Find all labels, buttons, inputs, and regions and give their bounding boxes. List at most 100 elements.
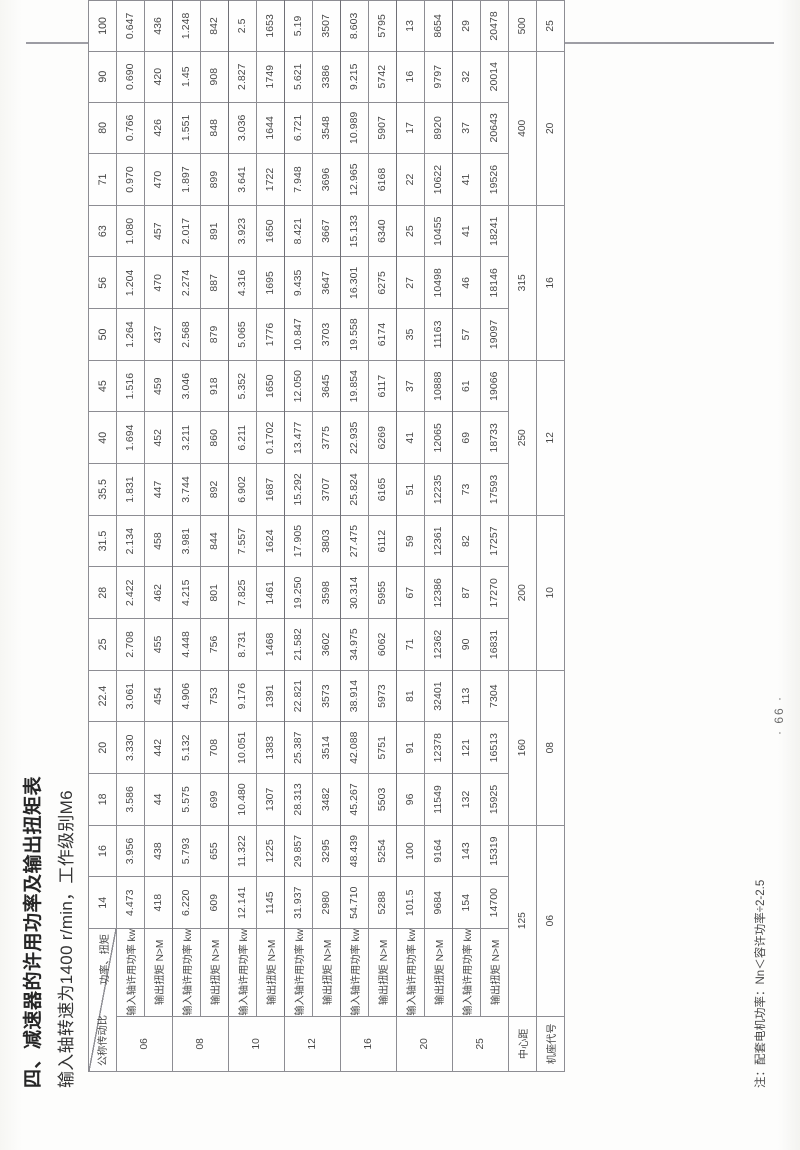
torque-cell: 753: [200, 670, 229, 722]
torque-cell: 5907: [368, 102, 397, 154]
band-label-center-distance: 中心距: [508, 1016, 537, 1072]
power-cell: 4.316: [228, 256, 257, 309]
torque-cell: 20478: [480, 0, 509, 52]
band-label-frame-code: 机座代号: [536, 1016, 565, 1072]
page-title: 四、减速器的许用功率及输出扭矩表: [23, 775, 44, 1088]
torque-cell: 892: [200, 463, 229, 516]
torque-cell: 12361: [424, 515, 453, 567]
torque-cell: 12065: [424, 411, 453, 464]
torque-cell: 8920: [424, 102, 453, 154]
series-label-torque: 输出扭矩 N>M: [368, 928, 397, 1017]
torque-cell: 5254: [368, 825, 397, 877]
power-cell: 10.989: [340, 102, 369, 154]
power-cell: 1.204: [116, 256, 145, 309]
power-cell: 2.5: [228, 0, 257, 52]
power-cell: 38.914: [340, 670, 369, 722]
table-footnote: 注：配套电机功率：Nn＜容许功率÷2-2.5: [755, 879, 767, 1088]
torque-cell: 452: [144, 411, 173, 464]
power-cell: 0.766: [116, 102, 145, 154]
power-cell: 1.897: [172, 153, 201, 206]
power-cell: 154: [452, 876, 481, 929]
torque-cell: 10498: [424, 256, 453, 309]
torque-cell: 1653: [256, 0, 285, 52]
torque-cell: 844: [200, 515, 229, 567]
frame-code-cell: 10: [536, 515, 565, 671]
power-cell: 21.582: [284, 618, 313, 671]
frame-code-cell: 10: [228, 1016, 285, 1072]
table-row: 25 输入轴许用功率 kw 154 143 132 121 113 90 87 82 73 69 61 5…: [452, 0, 509, 1072]
torque-cell: 3507: [312, 0, 341, 52]
ratio-header-50: 50: [88, 308, 117, 361]
frame-code-cell: 06: [116, 1016, 173, 1072]
power-cell: 6.902: [228, 463, 257, 516]
table-row: 输出扭矩 N>M 2980 3295 3482 3514 3573 3602 3598 3803…: [312, 0, 341, 1072]
power-cell: 3.641: [228, 153, 257, 206]
torque-cell: 5751: [368, 721, 397, 774]
torque-cell: 6275: [368, 256, 397, 309]
series-label-torque: 输出扭矩 N>M: [480, 928, 509, 1017]
torque-cell: 655: [200, 825, 229, 877]
torque-cell: 17257: [480, 515, 509, 567]
power-cell: 9.215: [340, 51, 369, 103]
power-cell: 61: [452, 360, 481, 412]
power-cell: 5.621: [284, 51, 313, 103]
power-cell: 3.744: [172, 463, 201, 516]
power-cell: 8.731: [228, 618, 257, 671]
power-cell: 41: [396, 411, 425, 464]
frame-code-cell: 16: [536, 205, 565, 361]
torque-cell: 418: [144, 876, 173, 929]
power-cell: 41: [452, 153, 481, 206]
power-cell: 0.970: [116, 153, 145, 206]
power-cell: 2.017: [172, 205, 201, 257]
power-cell: 6.211: [228, 411, 257, 464]
page-subtitle: 输入轴转速为1400 r/min，工作级别M6: [57, 790, 76, 1088]
power-cell: 7.557: [228, 515, 257, 567]
power-cell: 12.050: [284, 360, 313, 412]
torque-cell: 609: [200, 876, 229, 929]
torque-cell: 3696: [312, 153, 341, 206]
power-cell: 27: [396, 256, 425, 309]
torque-cell: 437: [144, 308, 173, 361]
power-cell: 1.080: [116, 205, 145, 257]
center-distance-cell: 160: [508, 670, 537, 826]
series-label-power: 输入轴许用功率 kw: [396, 928, 425, 1017]
power-cell: 3.330: [116, 721, 145, 774]
torque-cell: 3386: [312, 51, 341, 103]
torque-cell: 454: [144, 670, 173, 722]
torque-cell: 18146: [480, 256, 509, 309]
power-cell: 4.448: [172, 618, 201, 671]
table-row: 08 输入轴许用功率 kw 6.220 5.793 5.575 5.132 4.906 4.4…: [172, 0, 229, 1072]
power-cell: 81: [396, 670, 425, 722]
center-distance-cell: 250: [508, 360, 537, 516]
torque-cell: 12235: [424, 463, 453, 516]
power-cell: 45.267: [340, 773, 369, 826]
torque-cell: 6340: [368, 205, 397, 257]
power-cell: 2.568: [172, 308, 201, 361]
power-cell: 5.793: [172, 825, 201, 877]
power-cell: 16.301: [340, 256, 369, 309]
series-label-torque: 输出扭矩 N>M: [424, 928, 453, 1017]
torque-cell: 1145: [256, 876, 285, 929]
torque-cell: 11163: [424, 308, 453, 361]
power-torque-table: 公称传动比 功率、扭矩 14 16 18 20 22.4 25 28 31.5 35.5 40 45 50…: [88, 0, 565, 1072]
torque-cell: 17270: [480, 566, 509, 619]
torque-cell: 457: [144, 205, 173, 257]
ratio-header-35.5: 35.5: [88, 463, 117, 516]
ratio-header-28: 28: [88, 566, 117, 619]
torque-cell: 462: [144, 566, 173, 619]
power-cell: 3.586: [116, 773, 145, 826]
power-cell: 17: [396, 102, 425, 154]
power-cell: 46: [452, 256, 481, 309]
torque-cell: 1695: [256, 256, 285, 309]
torque-cell: 459: [144, 360, 173, 412]
torque-cell: 1225: [256, 825, 285, 877]
torque-cell: 3803: [312, 515, 341, 567]
torque-cell: 20643: [480, 102, 509, 154]
torque-cell: 470: [144, 256, 173, 309]
torque-cell: 16513: [480, 721, 509, 774]
center-distance-cell: 400: [508, 51, 537, 206]
torque-cell: 12378: [424, 721, 453, 774]
ratio-header-40: 40: [88, 411, 117, 464]
torque-cell: 32401: [424, 670, 453, 722]
power-cell: 7.825: [228, 566, 257, 619]
